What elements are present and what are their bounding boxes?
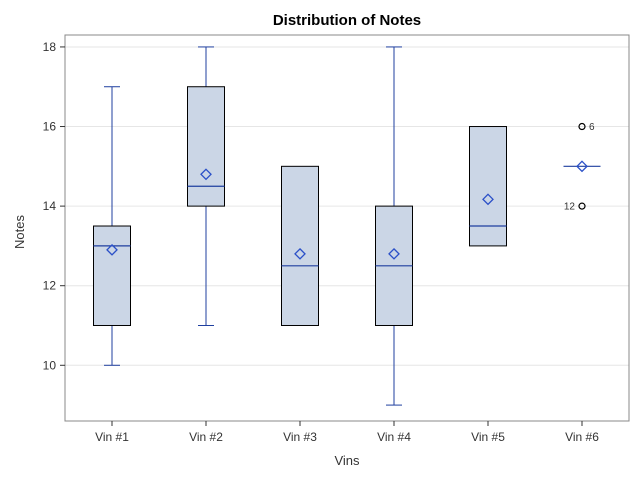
y-axis-title: Notes bbox=[12, 215, 27, 249]
x-tick-label: Vin #3 bbox=[283, 430, 317, 444]
y-tick-label: 16 bbox=[43, 120, 57, 134]
outlier-label: 6 bbox=[589, 122, 595, 133]
x-axis-title: Vins bbox=[334, 453, 360, 468]
outlier-label: 12 bbox=[564, 202, 576, 213]
box-rect bbox=[187, 86, 225, 207]
x-tick-label: Vin #2 bbox=[189, 430, 223, 444]
mean-marker bbox=[482, 193, 494, 206]
chart-title: Distribution of Notes bbox=[273, 12, 421, 29]
outlier-point bbox=[578, 202, 586, 210]
box-group bbox=[187, 46, 225, 326]
box-rect bbox=[93, 225, 131, 326]
box-series: 6 12 bbox=[93, 46, 601, 406]
plot-frame bbox=[64, 34, 630, 422]
x-tick-label: Vin #4 bbox=[377, 430, 411, 444]
mean-marker bbox=[106, 243, 118, 256]
mean-marker bbox=[388, 247, 400, 260]
outlier-point bbox=[578, 122, 586, 131]
grid-lines bbox=[65, 46, 629, 366]
y-axis-ticks: 10 12 14 16 18 bbox=[43, 40, 65, 372]
box-group bbox=[375, 46, 413, 406]
box-group: 6 12 bbox=[563, 122, 601, 213]
mean-marker bbox=[294, 247, 306, 260]
y-tick-label: 14 bbox=[43, 199, 57, 213]
y-tick-label: 12 bbox=[43, 279, 57, 293]
y-tick-label: 10 bbox=[43, 358, 57, 372]
plot-border bbox=[64, 34, 630, 422]
x-tick-label: Vin #6 bbox=[565, 430, 599, 444]
box-group bbox=[281, 165, 319, 326]
mean-marker bbox=[576, 160, 588, 173]
y-tick-label: 18 bbox=[43, 40, 57, 54]
x-tick-label: Vin #1 bbox=[95, 430, 129, 444]
mean-marker bbox=[200, 168, 212, 181]
x-axis-ticks: Vin #1 Vin #2 Vin #3 Vin #4 Vin #5 Vin #6 bbox=[95, 421, 599, 444]
box-group bbox=[469, 126, 507, 247]
box-group bbox=[93, 86, 131, 366]
box-rect bbox=[469, 126, 507, 247]
box-rect bbox=[281, 165, 319, 326]
x-tick-label: Vin #5 bbox=[471, 430, 505, 444]
